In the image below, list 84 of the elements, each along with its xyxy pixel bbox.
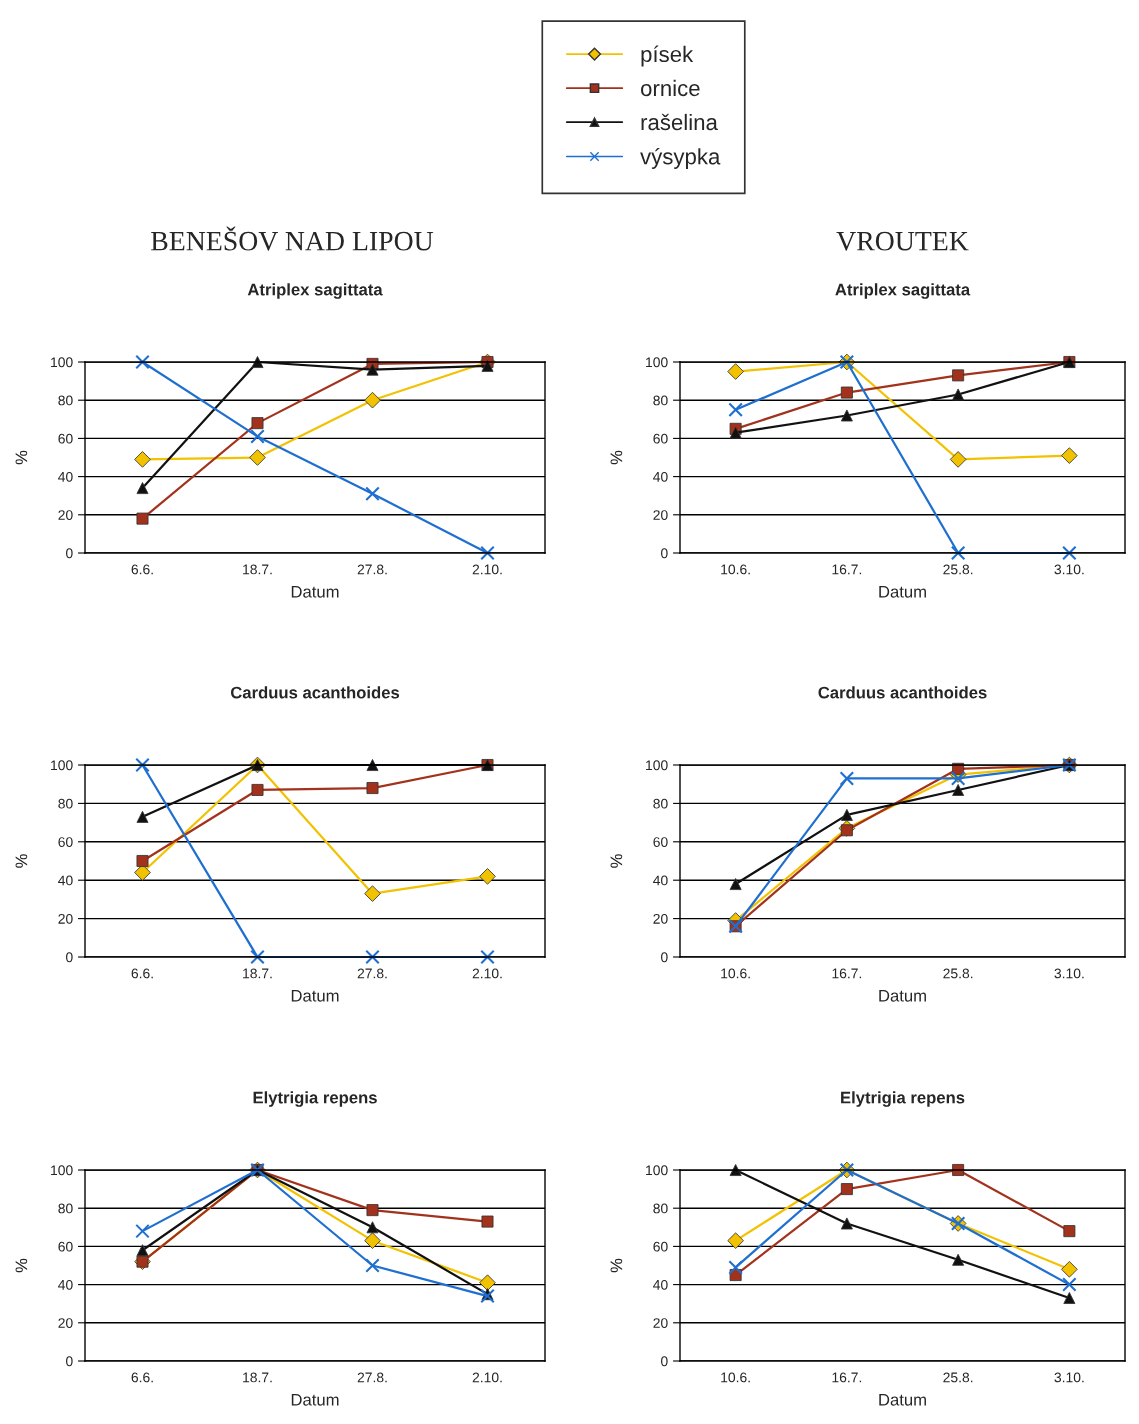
x-tick-label: 2.10. bbox=[472, 968, 502, 979]
x-tick-label: 25.8. bbox=[943, 564, 973, 575]
legend-label: výsypka bbox=[640, 147, 721, 169]
chart-title: Atriplex sagittata bbox=[835, 283, 971, 299]
x-tick-label: 6.6. bbox=[131, 968, 153, 979]
x-axis-title: Datum bbox=[879, 990, 926, 1002]
y-tick-label: 0 bbox=[661, 548, 668, 559]
y-tick-label: 20 bbox=[653, 913, 668, 924]
x-axis-title: Datum bbox=[291, 1394, 339, 1406]
y-tick-label: 0 bbox=[66, 1356, 73, 1367]
x-tick-label: 10.6. bbox=[721, 1372, 750, 1383]
x-tick-label: 10.6. bbox=[721, 564, 750, 575]
chart-title: Atriplex sagittata bbox=[247, 283, 383, 299]
y-tick-label: 80 bbox=[653, 798, 668, 809]
y-tick-label: 80 bbox=[58, 395, 73, 406]
y-tick-label: 40 bbox=[58, 1279, 73, 1290]
x-tick-label: 2.10. bbox=[472, 564, 502, 575]
y-tick-label: 20 bbox=[58, 1318, 73, 1328]
y-tick-label: 40 bbox=[58, 875, 73, 886]
y-axis-title: % bbox=[15, 450, 28, 465]
x-tick-label: 27.8. bbox=[357, 564, 387, 575]
x-tick-label: 16.7. bbox=[832, 564, 862, 575]
text: BENEŠOV NAD LIPOU bbox=[151, 226, 434, 251]
y-tick-label: 100 bbox=[51, 357, 73, 368]
x-axis-title: Datum bbox=[291, 990, 339, 1002]
x-tick-label: 3.10. bbox=[1054, 564, 1084, 575]
y-tick-label: 20 bbox=[653, 510, 668, 520]
x-tick-label: 18.7. bbox=[243, 968, 272, 979]
y-tick-label: 0 bbox=[66, 952, 73, 963]
x-tick-label: 27.8. bbox=[357, 1372, 387, 1383]
text: VROUTEK bbox=[836, 231, 969, 251]
y-axis-title: % bbox=[15, 1258, 28, 1273]
legend-label: ornice bbox=[641, 79, 700, 97]
y-tick-label: 80 bbox=[653, 1203, 668, 1214]
x-tick-label: 3.10. bbox=[1054, 1372, 1084, 1383]
y-tick-label: 60 bbox=[58, 433, 73, 444]
y-tick-label: 20 bbox=[58, 913, 73, 924]
y-tick-label: 0 bbox=[66, 548, 73, 559]
y-axis-title: % bbox=[610, 1258, 623, 1273]
y-tick-label: 100 bbox=[51, 760, 73, 771]
legend-label: písek bbox=[641, 45, 694, 67]
x-tick-label: 3.10. bbox=[1054, 968, 1084, 979]
x-axis-title: Datum bbox=[879, 586, 926, 598]
y-tick-label: 40 bbox=[653, 1279, 668, 1290]
x-tick-label: 18.7. bbox=[243, 564, 272, 575]
y-tick-label: 100 bbox=[646, 1165, 668, 1176]
y-tick-label: 60 bbox=[58, 837, 73, 847]
x-tick-label: 16.7. bbox=[832, 968, 862, 979]
y-tick-label: 40 bbox=[653, 471, 668, 482]
y-tick-label: 60 bbox=[653, 837, 668, 847]
y-tick-label: 100 bbox=[646, 760, 668, 771]
y-tick-label: 60 bbox=[653, 1241, 668, 1252]
y-axis-title: % bbox=[15, 854, 28, 868]
chart-title: Carduus acanthoides bbox=[230, 686, 400, 699]
y-tick-label: 100 bbox=[51, 1165, 73, 1176]
x-axis-title: Datum bbox=[291, 586, 339, 598]
y-tick-label: 20 bbox=[58, 510, 73, 520]
x-tick-label: 10.6. bbox=[721, 968, 750, 979]
y-tick-label: 60 bbox=[653, 433, 668, 444]
y-tick-label: 40 bbox=[58, 471, 73, 482]
x-tick-label: 6.6. bbox=[131, 1372, 153, 1383]
y-tick-label: 80 bbox=[653, 395, 668, 406]
y-axis-title: % bbox=[610, 450, 623, 465]
y-tick-label: 0 bbox=[661, 1356, 668, 1367]
y-tick-label: 80 bbox=[58, 798, 73, 809]
y-tick-label: 60 bbox=[58, 1241, 73, 1252]
x-tick-label: 6.6. bbox=[131, 564, 153, 575]
y-tick-label: 40 bbox=[653, 875, 668, 886]
x-tick-label: 18.7. bbox=[243, 1372, 272, 1383]
x-tick-label: 27.8. bbox=[357, 968, 387, 979]
x-tick-label: 2.10. bbox=[472, 1372, 502, 1383]
chart-title: Elytrigia repens bbox=[253, 1091, 377, 1107]
x-tick-label: 16.7. bbox=[832, 1372, 862, 1383]
y-tick-label: 100 bbox=[646, 357, 668, 368]
y-axis-title: % bbox=[610, 854, 623, 868]
x-tick-label: 25.8. bbox=[943, 1372, 973, 1383]
x-axis-title: Datum bbox=[879, 1394, 926, 1406]
chart-title: Elytrigia repens bbox=[841, 1091, 965, 1107]
y-tick-label: 20 bbox=[653, 1318, 668, 1328]
y-tick-label: 80 bbox=[58, 1203, 73, 1214]
y-tick-label: 0 bbox=[661, 952, 668, 963]
legend-label: rašelina bbox=[641, 113, 718, 131]
chart-title: Carduus acanthoides bbox=[818, 686, 987, 699]
x-tick-label: 25.8. bbox=[943, 968, 973, 979]
